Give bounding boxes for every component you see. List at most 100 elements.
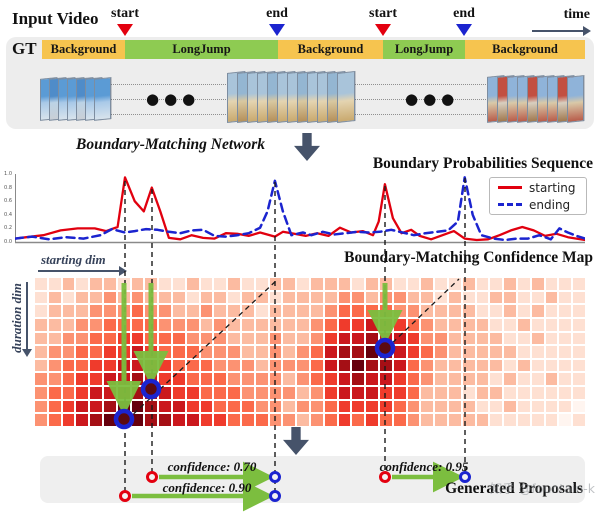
heatmap-cell [35, 318, 47, 331]
heatmap-cell [393, 359, 406, 372]
heatmap-cell [421, 305, 434, 317]
heatmap-cell [531, 318, 544, 331]
heatmap-cell [476, 278, 489, 290]
heatmap-cell [173, 359, 185, 372]
heatmap-cell [214, 414, 227, 426]
y-tick-label: 0.2 [4, 225, 12, 232]
heatmap-cell [62, 346, 75, 358]
heatmap-cell [338, 291, 351, 304]
heatmap-cell [117, 332, 130, 345]
heatmap-cell [504, 305, 516, 317]
heatmap-cell [173, 305, 185, 317]
heatmap-cell [104, 359, 116, 372]
heatmap-cell [504, 278, 516, 290]
heatmap-cell [159, 332, 171, 345]
heatmap-cell [48, 400, 61, 413]
heatmap-cell [573, 414, 585, 426]
heatmap-cell [297, 318, 309, 331]
heatmap-cell [283, 305, 296, 317]
heatmap-cell [62, 373, 75, 386]
heatmap-cell [476, 414, 489, 426]
heatmap-cell [393, 318, 406, 331]
heatmap-cell [76, 332, 89, 345]
heatmap-cell [352, 373, 365, 386]
heatmap-cell [104, 305, 116, 317]
heatmap-cell [462, 305, 475, 317]
heatmap-cell [518, 359, 530, 372]
heatmap-cell [435, 387, 447, 399]
watermark: 知乎 @fountain-k [489, 481, 595, 496]
heatmap-cell [131, 318, 144, 331]
confidence-heatmap [35, 278, 585, 426]
heatmap-cell [380, 400, 392, 413]
heatmap-cell [131, 414, 144, 426]
heatmap-cell [283, 359, 296, 372]
heatmap-cell [159, 278, 171, 290]
heatmap-cell [393, 278, 406, 290]
heatmap-cell [131, 400, 144, 413]
heatmap-cell [490, 278, 503, 290]
heatmap-cell [311, 291, 323, 304]
starting-line-swatch-icon [498, 186, 522, 189]
heatmap-cell [545, 332, 558, 345]
heatmap-cell [407, 359, 420, 372]
heatmap-cell [48, 359, 61, 372]
heatmap-cell [159, 400, 171, 413]
heatmap-cell [62, 332, 75, 345]
heatmap-cell [338, 373, 351, 386]
ellipsis-right: ●●● [405, 90, 460, 108]
heatmap-cell [62, 291, 75, 304]
heatmap-cell [228, 318, 240, 331]
heatmap-cell [573, 278, 585, 290]
start-label: start [111, 6, 139, 21]
heatmap-cell [531, 332, 544, 345]
heatmap-cell [283, 346, 296, 358]
heatmap-cell [421, 318, 434, 331]
network-label: Boundary-Matching Network [76, 136, 266, 153]
heatmap-cell [504, 373, 516, 386]
heatmap-cell [297, 414, 309, 426]
heatmap-cell [255, 359, 268, 372]
heatmap-cell [104, 346, 116, 358]
y-tick-label: 1.0 [4, 171, 12, 177]
heatmap-cell [311, 414, 323, 426]
legend-label-ending: ending [529, 197, 571, 212]
heatmap-cell [104, 318, 116, 331]
heatmap-cell [242, 291, 254, 304]
heatmap-cell [35, 387, 47, 399]
heatmap-cell [297, 400, 309, 413]
heatmap-cell [186, 278, 199, 290]
heatmap-cell [117, 278, 130, 290]
heatmap-cell [76, 305, 89, 317]
end-triangle-icon [456, 24, 472, 36]
heatmap-cell [324, 346, 337, 358]
heatmap-cell [573, 332, 585, 345]
heatmap-cell [173, 278, 185, 290]
heatmap-cell [407, 291, 420, 304]
heatmap-cell [104, 291, 116, 304]
heatmap-cell [531, 400, 544, 413]
heatmap-cell [90, 414, 102, 426]
heatmap-cell [366, 278, 378, 290]
heatmap-cell [393, 400, 406, 413]
heatmap-cell [476, 305, 489, 317]
heatmap-cell [435, 332, 447, 345]
heatmap-cell [186, 414, 199, 426]
heatmap-cell [462, 291, 475, 304]
heatmap-cell [76, 387, 89, 399]
flow-down-arrow-icon [294, 133, 320, 161]
heatmap-cell [324, 373, 337, 386]
heatmap-cell [531, 305, 544, 317]
heatmap-cell [559, 414, 572, 426]
heatmap-cell [117, 400, 130, 413]
heatmap-cell [545, 387, 558, 399]
heatmap-cell [159, 318, 171, 331]
heatmap-cell [35, 291, 47, 304]
chart-title: Boundary Probabilities Sequence [372, 155, 593, 172]
heatmap-cell [407, 278, 420, 290]
heatmap-cell [173, 318, 185, 331]
flow-down-arrow-icon [283, 427, 309, 455]
video-frame [337, 71, 355, 123]
starting-dim-arrow-icon [38, 265, 127, 278]
